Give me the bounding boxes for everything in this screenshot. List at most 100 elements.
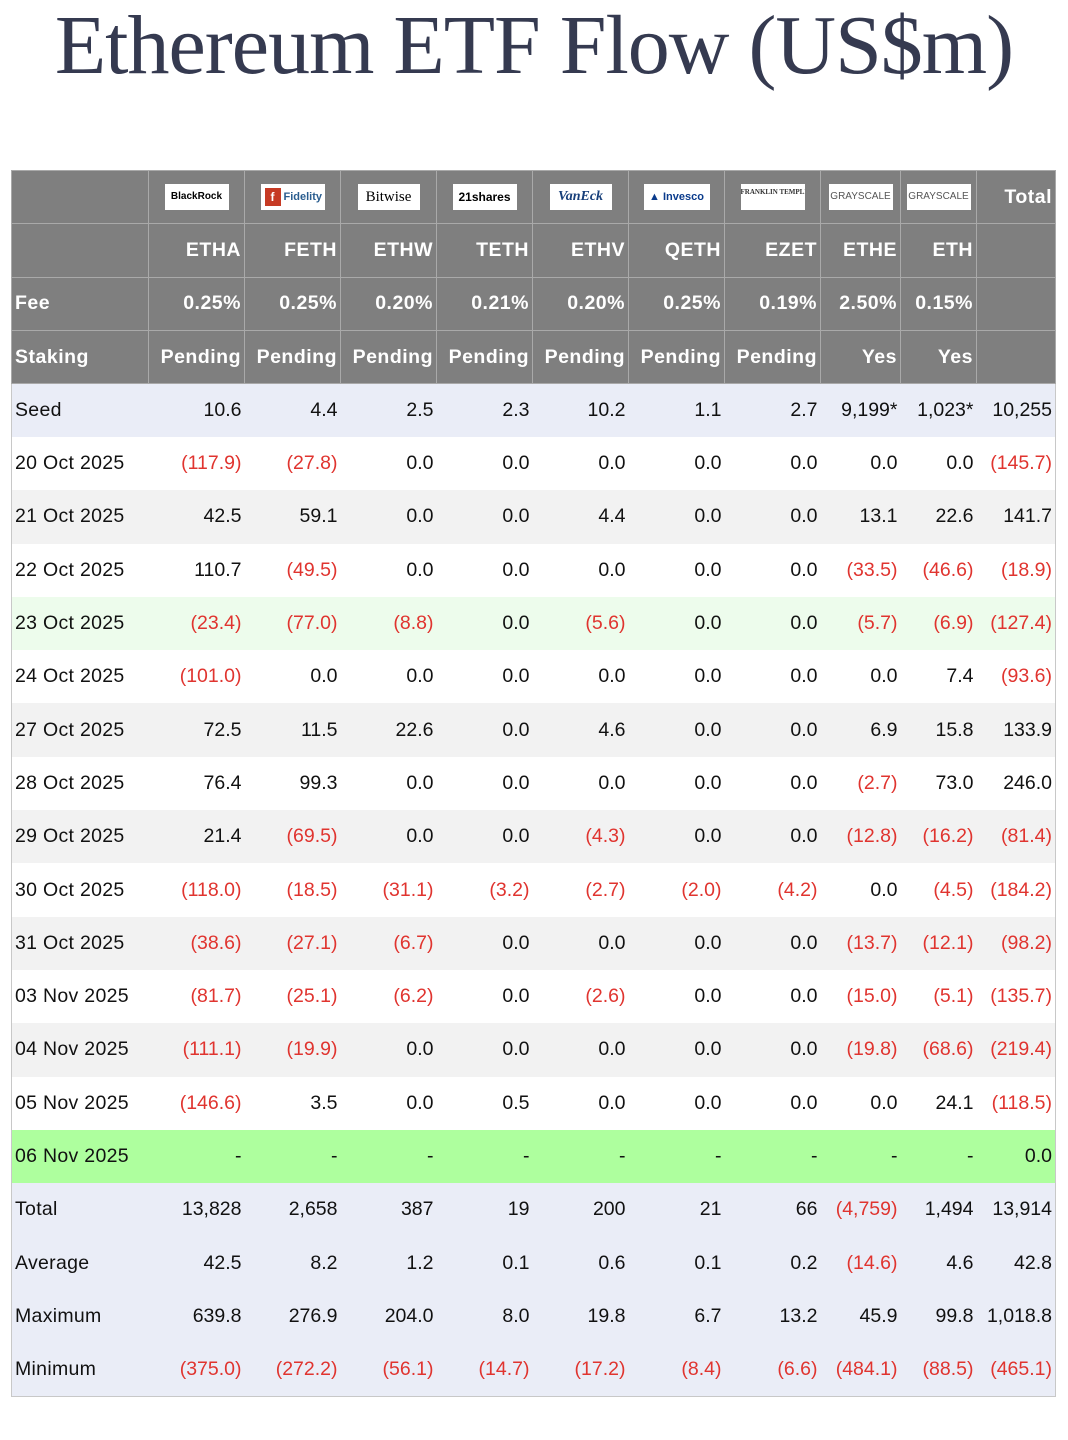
flow-cell: 19 bbox=[436, 1183, 533, 1237]
flow-cell: 72.5 bbox=[148, 703, 245, 757]
table-row: 30 Oct 2025 (118.0) (18.5) (31.1) (3.2) (2.7)… bbox=[11, 863, 1056, 917]
flow-cell: (5.7) bbox=[820, 596, 901, 651]
flow-cell: 0.0 bbox=[724, 703, 821, 757]
flow-cell: 204.0 bbox=[340, 1289, 437, 1344]
flow-cell: 1.1 bbox=[628, 383, 725, 437]
flow-cell: (117.9) bbox=[148, 436, 245, 491]
table-row: Maximum 639.8 276.9 204.0 8.0 19.8 6.7 13.2 45.9… bbox=[11, 1289, 1056, 1344]
fee-row-label: Fee bbox=[11, 276, 149, 331]
table-row: Seed 10.6 4.4 2.5 2.3 10.2 1.1 2.7 9,199* 1,023* 1… bbox=[11, 383, 1056, 437]
flow-cell: (375.0) bbox=[148, 1343, 245, 1397]
table-row: 21 Oct 2025 42.5 59.1 0.0 0.0 4.4 0.0 0.0 13.1 22… bbox=[11, 490, 1056, 544]
flow-cell: 6.9 bbox=[820, 703, 901, 757]
ticker-cell: QETH bbox=[628, 223, 725, 278]
flow-cell: (2.6) bbox=[532, 969, 629, 1024]
flow-cell: - bbox=[436, 1129, 533, 1184]
flow-cell: - bbox=[244, 1129, 341, 1184]
row-label: 24 Oct 2025 bbox=[11, 650, 149, 704]
flow-cell: 0.0 bbox=[820, 863, 901, 917]
row-label: Total bbox=[11, 1183, 149, 1237]
flow-cell: 1,494 bbox=[900, 1183, 977, 1237]
flow-cell: (23.4) bbox=[148, 596, 245, 651]
flow-cell: 0.0 bbox=[436, 703, 533, 757]
flow-cell: (49.5) bbox=[244, 543, 341, 597]
flow-cell: 0.0 bbox=[340, 810, 437, 864]
flow-cell: 4.6 bbox=[900, 1236, 977, 1290]
total-cell: 13,914 bbox=[976, 1183, 1056, 1237]
ticker-row-label bbox=[11, 223, 149, 278]
total-cell: (184.2) bbox=[976, 863, 1056, 917]
total-cell: (135.7) bbox=[976, 969, 1056, 1024]
flow-cell: (2.0) bbox=[628, 863, 725, 917]
table-row: Average 42.5 8.2 1.2 0.1 0.6 0.1 0.2 (14.6) 4.6 42… bbox=[11, 1236, 1056, 1290]
flow-cell: 276.9 bbox=[244, 1289, 341, 1344]
flow-cell: 0.0 bbox=[340, 543, 437, 597]
flow-cell: 4.4 bbox=[244, 383, 341, 437]
total-cell: (465.1) bbox=[976, 1343, 1056, 1397]
fee-cell: 0.19% bbox=[724, 276, 821, 331]
ticker-cell: ETHA bbox=[148, 223, 245, 278]
flow-cell: (101.0) bbox=[148, 650, 245, 704]
flow-cell: 0.0 bbox=[436, 756, 533, 811]
flow-cell: 0.0 bbox=[628, 543, 725, 597]
flow-cell: 0.0 bbox=[340, 436, 437, 491]
flow-cell: (27.1) bbox=[244, 916, 341, 970]
franklin-templeton-logo: FRANKLIN TEMPLETON bbox=[740, 184, 805, 211]
staking-cell: Pending bbox=[724, 329, 821, 385]
flow-cell: 0.0 bbox=[724, 596, 821, 651]
fee-row: Fee 0.25% 0.25% 0.20% 0.21% 0.20% 0.25% 0.19% 2… bbox=[11, 276, 1056, 331]
flow-cell: (6.7) bbox=[340, 916, 437, 970]
flow-cell: (77.0) bbox=[244, 596, 341, 651]
table-row: Total 13,828 2,658 387 19 200 21 66 (4,759) 1,494… bbox=[11, 1183, 1056, 1237]
fee-cell: 0.21% bbox=[436, 276, 533, 331]
flow-cell: 13.2 bbox=[724, 1289, 821, 1344]
flow-cell: (68.6) bbox=[900, 1023, 977, 1077]
row-label: 30 Oct 2025 bbox=[11, 863, 149, 917]
blackrock-logo: BlackRock bbox=[164, 184, 229, 211]
total-cell: (98.2) bbox=[976, 916, 1056, 970]
row-label: 29 Oct 2025 bbox=[11, 810, 149, 864]
flow-cell: 0.6 bbox=[532, 1236, 629, 1290]
staking-cell: Pending bbox=[532, 329, 629, 385]
flow-cell: 0.0 bbox=[436, 650, 533, 704]
flow-cell: (56.1) bbox=[340, 1343, 437, 1397]
invesco-mark-icon: ▲ bbox=[649, 191, 663, 204]
ticker-cell: FETH bbox=[244, 223, 341, 278]
total-cell: 1,018.8 bbox=[976, 1289, 1056, 1344]
flow-cell: (14.6) bbox=[820, 1236, 901, 1290]
flow-cell: 0.0 bbox=[532, 916, 629, 970]
flow-cell: (16.2) bbox=[900, 810, 977, 864]
flow-cell: 99.3 bbox=[244, 756, 341, 811]
flow-cell: (17.2) bbox=[532, 1343, 629, 1397]
row-label: 27 Oct 2025 bbox=[11, 703, 149, 757]
flow-cell: 0.0 bbox=[628, 810, 725, 864]
flow-cell: 2.5 bbox=[340, 383, 437, 437]
fee-cell: 0.20% bbox=[340, 276, 437, 331]
flow-cell: 10.6 bbox=[148, 383, 245, 437]
fee-cell: 0.25% bbox=[244, 276, 341, 331]
vaneck-logo: VanEck bbox=[549, 184, 612, 211]
fee-cell: 2.50% bbox=[820, 276, 901, 331]
row-label: 22 Oct 2025 bbox=[11, 543, 149, 597]
flow-cell: 1.2 bbox=[340, 1236, 437, 1290]
staking-row: Staking Pending Pending Pending Pending Pend… bbox=[11, 329, 1056, 385]
grayscale-logo: GRAYSCALE bbox=[828, 184, 893, 211]
flow-cell: 0.0 bbox=[820, 436, 901, 491]
row-label: 31 Oct 2025 bbox=[11, 916, 149, 970]
flow-cell: 9,199* bbox=[820, 383, 901, 437]
flow-cell: 0.0 bbox=[436, 1023, 533, 1077]
flow-cell: 2.7 bbox=[724, 383, 821, 437]
flow-cell: (111.1) bbox=[148, 1023, 245, 1077]
flow-cell: (118.0) bbox=[148, 863, 245, 917]
table-row: Minimum (375.0) (272.2) (56.1) (14.7) (17.2)(… bbox=[11, 1343, 1056, 1397]
row-label: 04 Nov 2025 bbox=[11, 1023, 149, 1077]
flow-cell: - bbox=[532, 1129, 629, 1184]
total-column-header: Total bbox=[976, 169, 1056, 225]
flow-cell: 4.6 bbox=[532, 703, 629, 757]
row-label: 20 Oct 2025 bbox=[11, 436, 149, 491]
flow-cell: - bbox=[900, 1129, 977, 1184]
flow-cell: (81.7) bbox=[148, 969, 245, 1024]
total-cell: (219.4) bbox=[976, 1023, 1056, 1077]
staking-cell: Pending bbox=[436, 329, 533, 385]
flow-cell: 0.0 bbox=[532, 436, 629, 491]
